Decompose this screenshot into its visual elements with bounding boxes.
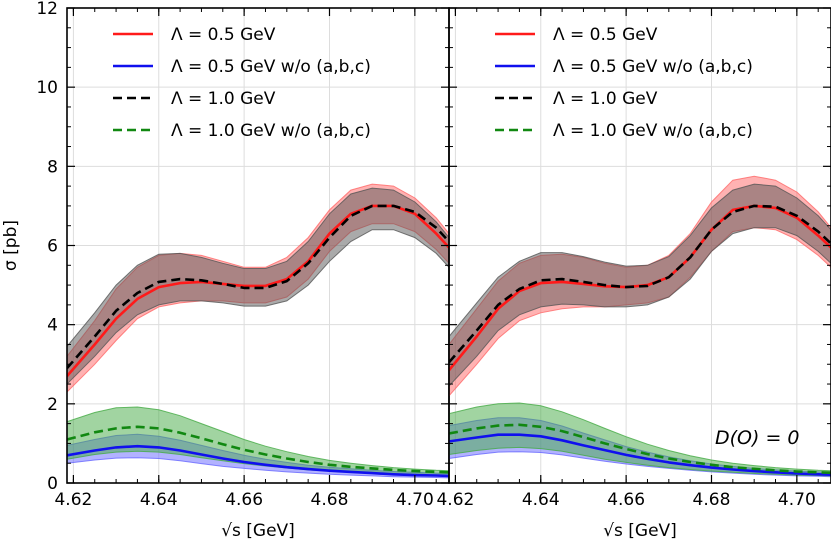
x-tick-label: 4.70 [778, 490, 816, 510]
x-tick-label: 4.64 [140, 490, 178, 510]
series-line-black-dashed [67, 204, 449, 370]
band-green [449, 402, 831, 477]
x-tick-label: 4.68 [311, 490, 349, 510]
legend-label: Λ = 0.5 GeV w/o (a,b,c) [553, 57, 753, 77]
x-tick-label: 4.62 [54, 490, 92, 510]
y-tick-label: 6 [47, 237, 58, 257]
x-tick-label: 4.66 [225, 490, 263, 510]
panel-annotation: D(O) = 0 [715, 427, 800, 449]
series-line-blue-solid [67, 444, 449, 478]
plot-area [449, 175, 831, 478]
y-axis-label: σ [pb] [1, 220, 21, 271]
series-line-blue-solid [449, 433, 831, 476]
band-green [67, 406, 449, 477]
x-axis-label: √s [GeV] [221, 521, 295, 541]
panel-1: 4.62 4.64 4.66 4.68 4.70 √s [GeV] Λ = 0.5 GeV Λ… [54, 7, 450, 541]
series-line-green-dashed [67, 425, 449, 474]
y-tick-label: 8 [47, 157, 58, 177]
plot-area [67, 183, 449, 479]
x-tick-label: 4.70 [396, 490, 434, 510]
y-tick-label: 12 [36, 0, 58, 19]
y-tick-label: 0 [47, 474, 58, 494]
x-tick-label: 4.68 [693, 490, 731, 510]
legend-label: Λ = 0.5 GeV [553, 25, 658, 45]
legend-label: Λ = 1.0 GeV w/o (a,b,c) [553, 121, 753, 141]
legend-label: Λ = 1.0 GeV w/o (a,b,c) [171, 121, 371, 141]
series-line-black-dashed [449, 204, 831, 364]
y-tick-label: 4 [47, 316, 58, 336]
series-line-green-dashed [449, 423, 831, 474]
y-tick-label: 10 [36, 78, 58, 98]
legend-label: Λ = 0.5 GeV [171, 25, 276, 45]
legend-label: Λ = 0.5 GeV w/o (a,b,c) [171, 57, 371, 77]
x-tick-label: 4.62 [436, 490, 474, 510]
legend-label: Λ = 1.0 GeV [553, 89, 658, 109]
x-axis-label: √s [GeV] [603, 521, 677, 541]
legend-label: Λ = 1.0 GeV [171, 89, 276, 109]
y-tick-label: 2 [47, 395, 58, 415]
x-tick-label: 4.64 [522, 490, 560, 510]
panel-2: 4.62 4.64 4.66 4.68 4.70 √s [GeV] Λ = 0.5 GeV Λ… [436, 7, 831, 541]
x-tick-label: 4.66 [607, 490, 645, 510]
